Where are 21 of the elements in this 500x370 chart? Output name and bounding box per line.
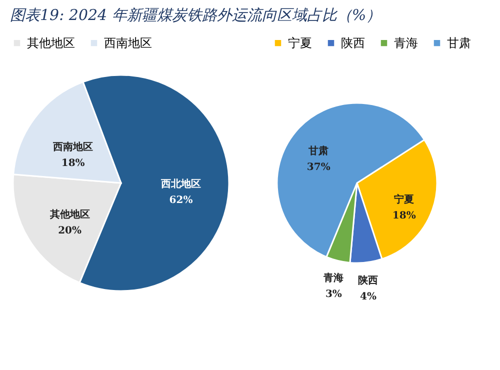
slice-label: 西南地区 bbox=[52, 140, 94, 153]
data-label: 18% bbox=[61, 158, 86, 169]
slice-label: 西北地区 bbox=[160, 178, 201, 190]
chart-title: 图表19: 2024 年新疆煤炭铁路外运流向区域占比（%） bbox=[10, 6, 382, 24]
data-label: 4% bbox=[360, 291, 377, 302]
slice-label: 甘肃 bbox=[308, 144, 329, 157]
data-label: 37% bbox=[306, 162, 331, 173]
data-label: 20% bbox=[58, 225, 82, 236]
legend-label: 陕西 bbox=[341, 36, 365, 50]
slice-label: 陕西 bbox=[358, 274, 378, 286]
data-label: 62% bbox=[169, 195, 194, 206]
data-label: 18% bbox=[392, 210, 416, 222]
data-label: 3% bbox=[325, 289, 342, 300]
legend-label: 青海 bbox=[394, 36, 418, 50]
legend-label: 西南地区 bbox=[104, 36, 152, 50]
legend-label: 其他地区 bbox=[27, 36, 75, 50]
legend-label: 甘肃 bbox=[447, 36, 471, 50]
slice-label: 青海 bbox=[322, 272, 344, 284]
slice-label: 其他地区 bbox=[48, 208, 90, 220]
legend-label: 宁夏 bbox=[288, 36, 312, 50]
slice-label: 宁夏 bbox=[394, 194, 414, 206]
